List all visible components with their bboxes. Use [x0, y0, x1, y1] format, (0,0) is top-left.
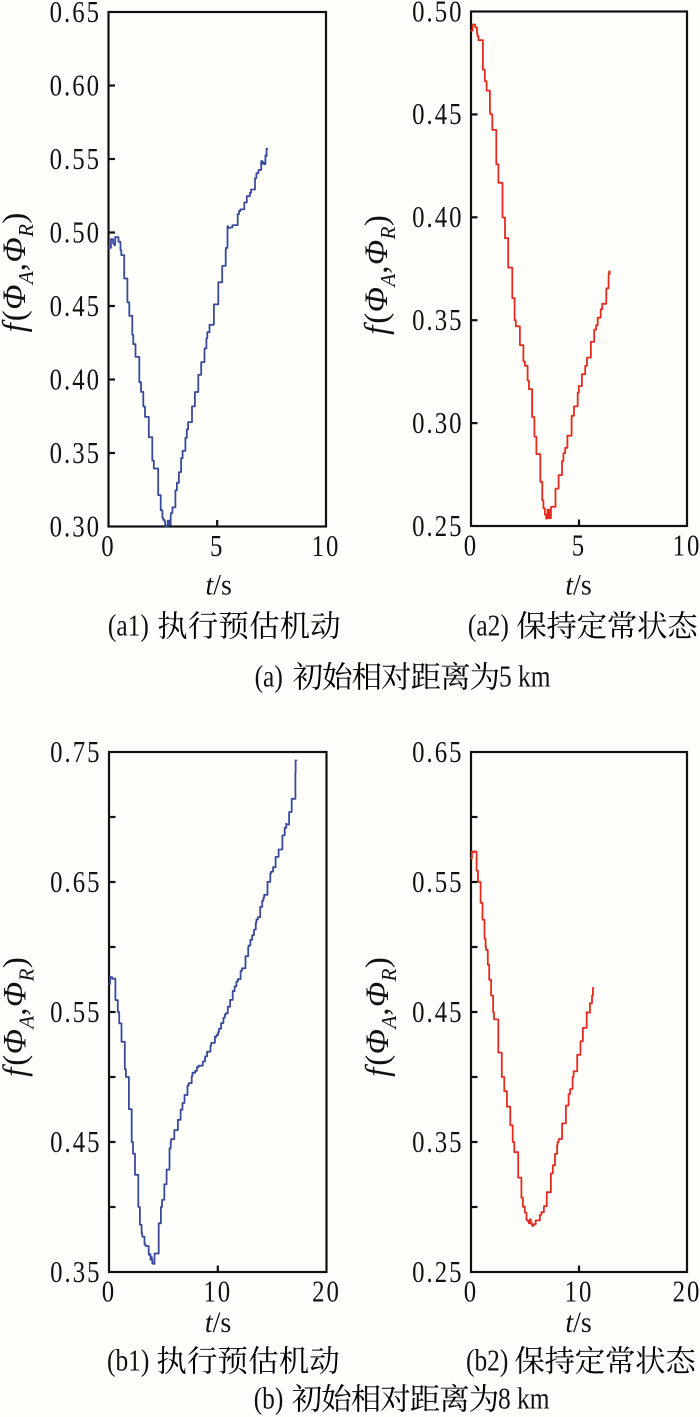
svg-text:0.30: 0.30	[50, 510, 101, 544]
svg-text:t/s: t/s	[565, 569, 591, 602]
svg-text:0.65: 0.65	[50, 865, 101, 899]
svg-text:0.45: 0.45	[50, 289, 101, 323]
svg-text:(b2): (b2)	[466, 1344, 508, 1378]
svg-text:5: 5	[572, 529, 586, 563]
svg-text:0.25: 0.25	[412, 1255, 463, 1289]
svg-text:t/s: t/s	[205, 1306, 231, 1339]
svg-text:0.30: 0.30	[412, 406, 463, 440]
svg-text:0.40: 0.40	[50, 363, 101, 397]
svg-text:0.55: 0.55	[50, 142, 101, 176]
svg-text:20: 20	[312, 1275, 341, 1309]
svg-text:0.25: 0.25	[412, 509, 463, 543]
svg-text:t/s: t/s	[206, 569, 232, 602]
svg-text:(a2): (a2)	[468, 609, 509, 643]
svg-text:0.65: 0.65	[50, 0, 101, 30]
svg-text:8 km: 8 km	[498, 1382, 550, 1416]
svg-text:0.50: 0.50	[50, 216, 101, 250]
svg-text:(b1): (b1)	[107, 1344, 149, 1378]
svg-text:(a): (a)	[255, 660, 283, 694]
svg-text:0: 0	[464, 529, 478, 563]
svg-text:0.55: 0.55	[412, 865, 463, 899]
svg-text:10: 10	[312, 529, 341, 563]
svg-text:0: 0	[101, 529, 115, 563]
svg-text:20: 20	[673, 1275, 700, 1309]
svg-text:0.75: 0.75	[50, 735, 101, 769]
svg-text:10: 10	[673, 529, 700, 563]
svg-text:0.45: 0.45	[412, 98, 463, 132]
svg-text:(b): (b)	[254, 1382, 284, 1416]
svg-text:5: 5	[210, 529, 224, 563]
svg-text:0.50: 0.50	[412, 0, 463, 29]
svg-text:5 km: 5 km	[499, 660, 551, 694]
svg-text:0: 0	[464, 1275, 478, 1309]
svg-text:10: 10	[203, 1275, 232, 1309]
svg-text:0.65: 0.65	[412, 735, 463, 769]
svg-text:0.55: 0.55	[50, 995, 101, 1029]
svg-text:0: 0	[102, 1275, 116, 1309]
svg-text:0.35: 0.35	[412, 303, 463, 337]
svg-text:(a1): (a1)	[108, 609, 149, 643]
svg-text:0.35: 0.35	[412, 1125, 463, 1159]
svg-text:0.40: 0.40	[412, 201, 463, 235]
svg-text:0.45: 0.45	[50, 1125, 101, 1159]
svg-text:0.45: 0.45	[412, 995, 463, 1029]
svg-text:0.60: 0.60	[50, 69, 101, 103]
svg-text:0.35: 0.35	[50, 1255, 101, 1289]
svg-text:t/s: t/s	[565, 1306, 591, 1339]
svg-text:10: 10	[565, 1275, 594, 1309]
svg-text:0.35: 0.35	[50, 436, 101, 470]
